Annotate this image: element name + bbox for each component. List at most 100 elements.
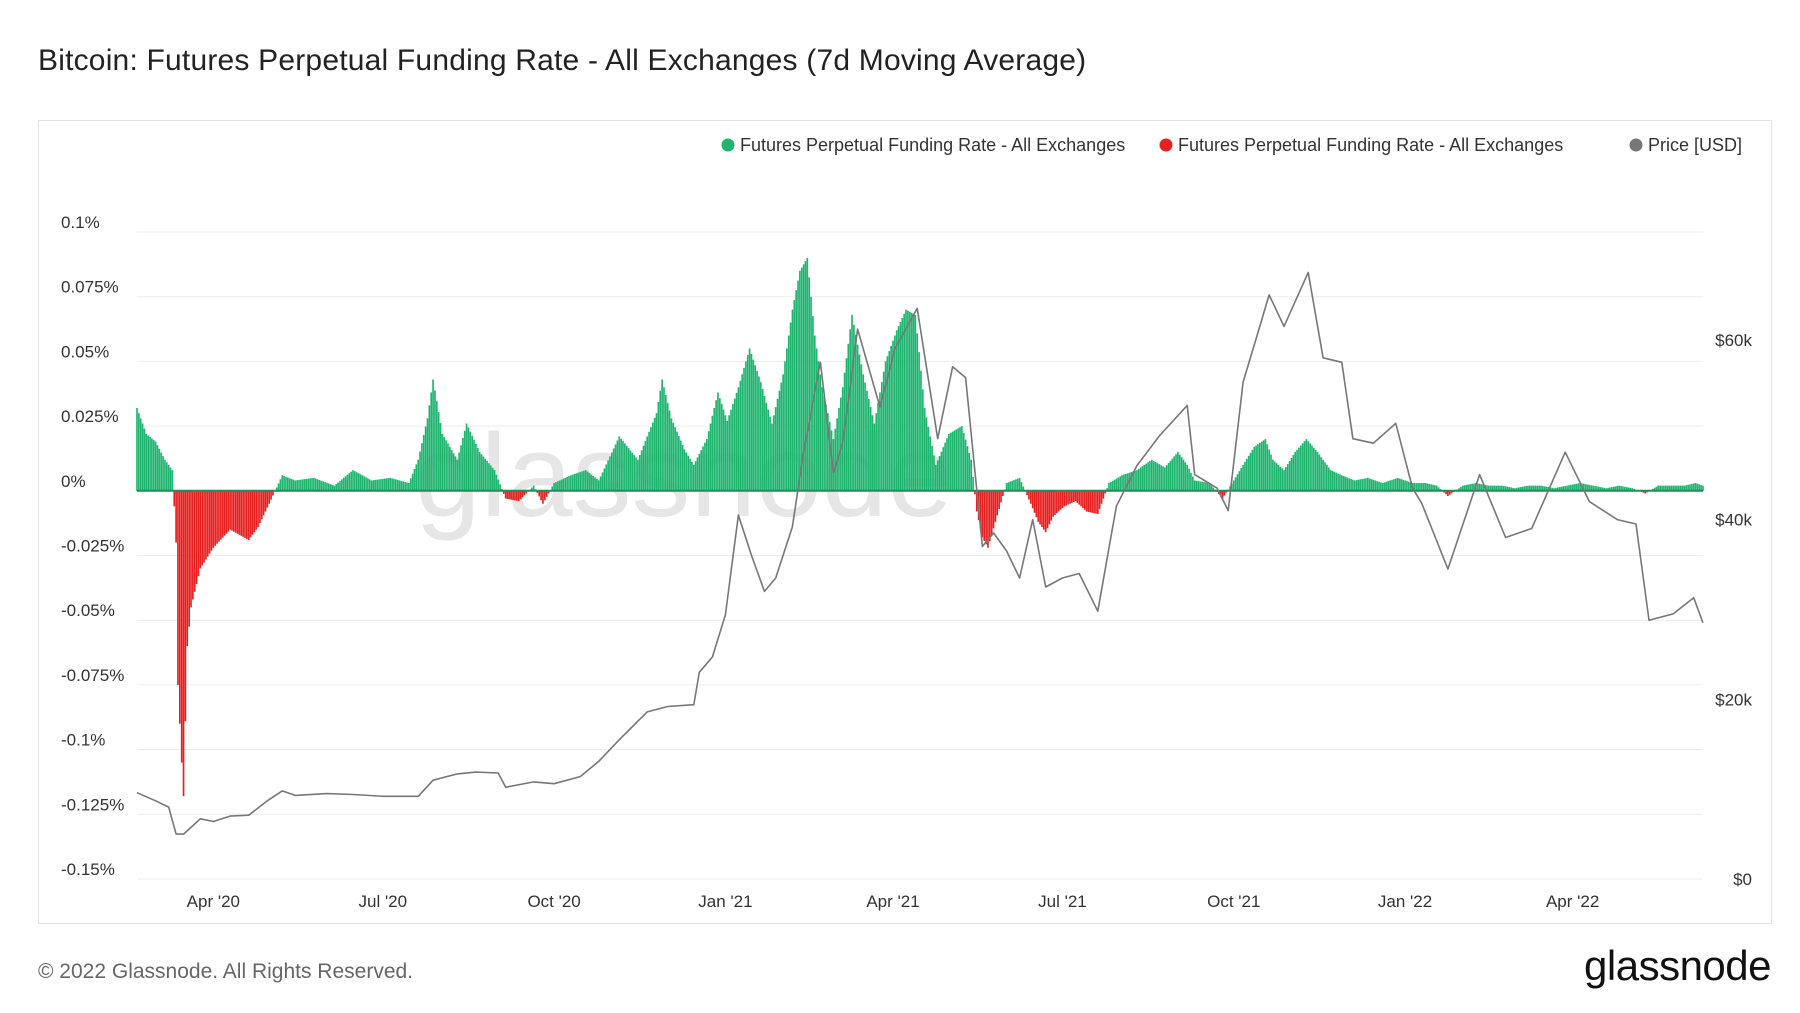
funding-bar xyxy=(1080,490,1082,507)
funding-bar xyxy=(726,420,729,491)
funding-bar xyxy=(164,459,166,491)
funding-bar xyxy=(497,479,500,491)
funding-bar xyxy=(720,403,723,491)
funding-bar xyxy=(547,490,550,494)
funding-bar xyxy=(975,490,978,512)
funding-bar xyxy=(1177,451,1179,491)
funding-bar xyxy=(918,352,920,491)
x-tick-label: Oct '21 xyxy=(1207,892,1260,911)
funding-bar xyxy=(966,446,969,491)
funding-bar xyxy=(590,474,593,491)
funding-bar xyxy=(1488,485,1490,491)
funding-bar xyxy=(987,490,989,548)
funding-bar xyxy=(1258,442,1261,491)
funding-bar xyxy=(597,480,600,491)
funding-bar xyxy=(1277,464,1280,491)
y-left-tick-label: -0.025% xyxy=(61,537,124,556)
funding-bar xyxy=(1497,485,1500,491)
funding-bar xyxy=(1016,478,1019,491)
funding-bar xyxy=(733,398,736,491)
funding-bar xyxy=(810,296,812,491)
funding-bar xyxy=(1622,486,1624,491)
funding-bar xyxy=(1190,472,1192,491)
funding-bar xyxy=(212,490,215,548)
funding-bar xyxy=(1000,490,1002,503)
funding-bar xyxy=(707,431,710,491)
funding-bar xyxy=(1002,490,1004,496)
funding-bar xyxy=(605,464,608,491)
funding-bar xyxy=(555,482,557,491)
funding-bar xyxy=(564,477,567,491)
funding-bar xyxy=(678,436,680,491)
funding-bar xyxy=(789,322,792,491)
funding-bar xyxy=(1504,486,1507,491)
funding-bar xyxy=(880,382,883,491)
funding-bar xyxy=(454,456,457,491)
funding-bar xyxy=(447,443,449,491)
funding-bar xyxy=(797,280,799,491)
funding-bar xyxy=(160,452,163,491)
funding-bar xyxy=(1303,441,1306,491)
funding-bar xyxy=(422,434,425,491)
funding-bar xyxy=(1495,485,1498,491)
funding-bar xyxy=(1368,478,1371,491)
funding-bar xyxy=(1117,477,1120,491)
funding-bar xyxy=(920,370,922,491)
funding-bar xyxy=(612,448,615,491)
funding-bar xyxy=(1674,485,1676,491)
funding-bar xyxy=(225,490,228,534)
funding-bar xyxy=(393,478,395,491)
funding-bar xyxy=(165,462,168,491)
funding-bar xyxy=(1389,480,1392,491)
funding-bar xyxy=(752,359,755,491)
funding-bar xyxy=(504,490,507,499)
funding-bar xyxy=(493,470,496,491)
funding-bar xyxy=(290,478,293,491)
funding-bar xyxy=(1143,464,1146,491)
funding-bar xyxy=(210,490,213,551)
funding-bar xyxy=(1195,480,1198,491)
funding-bar xyxy=(586,471,589,491)
funding-bar xyxy=(1134,470,1136,491)
funding-bar xyxy=(728,415,730,491)
funding-bar xyxy=(521,490,524,498)
funding-bar xyxy=(748,348,751,491)
funding-bar xyxy=(685,452,688,491)
funding-bar xyxy=(216,490,218,544)
funding-bar xyxy=(1586,484,1589,491)
funding-bar xyxy=(314,478,317,491)
funding-bar xyxy=(516,490,518,501)
funding-bar xyxy=(465,423,468,491)
funding-bar xyxy=(1119,476,1122,491)
page-title: Bitcoin: Futures Perpetual Funding Rate … xyxy=(38,44,1087,77)
y-left-tick-label: -0.1% xyxy=(61,731,105,750)
funding-bar xyxy=(467,427,470,491)
funding-bar xyxy=(1104,490,1107,494)
funding-bar xyxy=(972,476,974,491)
funding-bar xyxy=(1152,460,1155,491)
funding-bar xyxy=(1106,488,1108,491)
funding-bar xyxy=(1320,457,1323,491)
funding-bar xyxy=(255,490,258,530)
funding-bar xyxy=(786,348,788,491)
funding-bar xyxy=(171,470,174,491)
funding-bar xyxy=(1296,449,1298,491)
funding-bar xyxy=(460,445,462,491)
x-tick-label: Jul '21 xyxy=(1038,892,1087,911)
funding-bar xyxy=(484,458,487,491)
funding-bar xyxy=(743,367,745,491)
funding-bar xyxy=(283,476,285,491)
funding-bar xyxy=(1257,444,1259,491)
funding-bar xyxy=(1044,490,1047,533)
funding-bar xyxy=(300,479,302,491)
funding-bar xyxy=(914,314,917,491)
funding-bar xyxy=(1597,486,1600,491)
funding-bar xyxy=(1381,483,1384,491)
funding-bar xyxy=(877,402,879,491)
x-tick-label: Apr '22 xyxy=(1546,892,1599,911)
funding-bar xyxy=(363,476,366,491)
funding-bar xyxy=(774,407,777,491)
funding-bar xyxy=(491,467,494,491)
funding-bar xyxy=(1629,487,1632,491)
funding-bar xyxy=(618,436,621,491)
